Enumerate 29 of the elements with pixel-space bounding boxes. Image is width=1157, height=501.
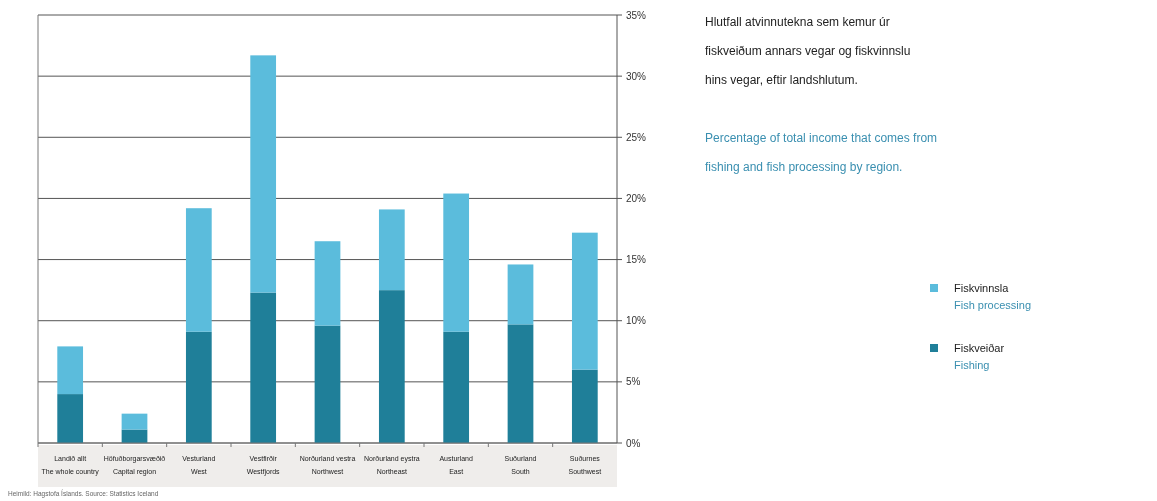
y-tick-label: 10%	[626, 315, 647, 327]
y-tick-label: 15%	[626, 254, 647, 266]
bar	[314, 241, 341, 326]
bar	[443, 193, 470, 332]
bar	[314, 325, 341, 443]
bar	[571, 232, 598, 370]
bar	[378, 290, 405, 443]
bar	[185, 331, 212, 443]
y-tick-label: 0%	[626, 437, 641, 449]
legend-label: Fiskvinnsla Fish processing	[954, 282, 1032, 311]
y-tick-label: 25%	[626, 131, 647, 143]
text: Percentage of total income that comes from fishing and fish processing by region.	[705, 131, 938, 174]
bar	[443, 331, 470, 443]
bar	[507, 324, 534, 443]
bar	[57, 394, 84, 443]
bar	[250, 292, 277, 443]
bar	[185, 208, 212, 332]
y-tick-label: 30%	[626, 70, 647, 82]
bar	[571, 369, 598, 443]
bar	[507, 264, 534, 325]
bar	[121, 413, 148, 430]
bar	[57, 346, 84, 395]
bar	[250, 55, 277, 293]
y-tick-label: 35%	[626, 9, 647, 21]
chart-title: Hlutfall atvinnutekna sem kemur úr fiskveiðum annars vegar og fiskvinnslu hins vegar, eftir landshlutum.	[705, 15, 911, 87]
bar	[378, 209, 405, 291]
y-tick-label: 5%	[626, 376, 641, 388]
legend-label: Fiskveiðar Fishing	[954, 342, 1005, 371]
y-tick-label: 20%	[626, 192, 647, 204]
